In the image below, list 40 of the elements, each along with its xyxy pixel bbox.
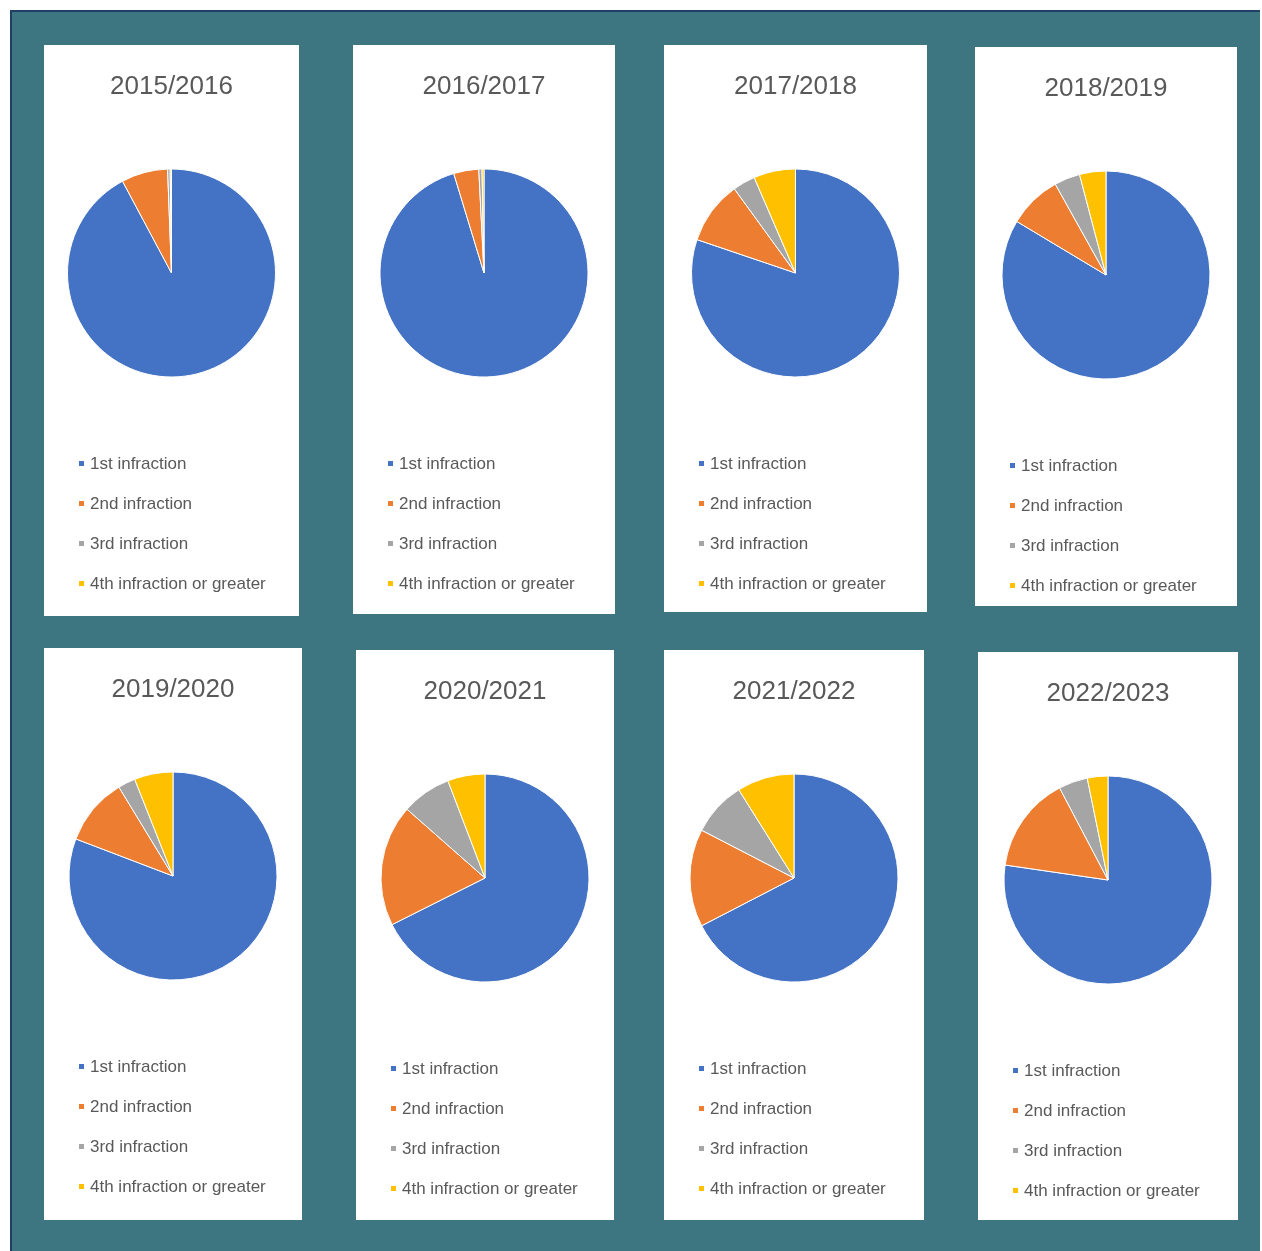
legend-label: 3rd infraction: [90, 1137, 189, 1156]
legend-label: 1st infraction: [1021, 456, 1118, 475]
legend-label: 4th infraction or greater: [399, 574, 576, 593]
chart-title: 2018/2019: [1044, 72, 1168, 102]
legend-label: 3rd infraction: [402, 1139, 501, 1158]
legend-label: 2nd infraction: [90, 1097, 193, 1116]
legend-label: 2nd infraction: [402, 1099, 505, 1118]
chart-title: 2015/2016: [110, 70, 233, 100]
legend-label: 4th infraction or greater: [90, 1177, 267, 1196]
legend-label: 3rd infraction: [710, 1139, 809, 1158]
legend-label: 2nd infraction: [710, 494, 813, 513]
legend-label: 4th infraction or greater: [710, 1179, 887, 1198]
chart-title: 2022/2023: [1046, 677, 1170, 707]
legend-label: 3rd infraction: [1024, 1141, 1123, 1160]
legend-label: 4th infraction or greater: [1024, 1181, 1201, 1200]
legend-label: 1st infraction: [90, 454, 187, 473]
legend-label: 1st infraction: [710, 454, 807, 473]
chart-title: 2019/2020: [111, 673, 235, 703]
legend-label: 3rd infraction: [710, 534, 809, 553]
legend-label: 3rd infraction: [399, 534, 498, 553]
chart-title: 2017/2018: [734, 70, 857, 100]
legend-label: 4th infraction or greater: [90, 574, 267, 593]
legend-label: 2nd infraction: [90, 494, 193, 513]
legend-label: 1st infraction: [710, 1059, 807, 1078]
chart-title: 2016/2017: [422, 70, 546, 100]
legend-label: 1st infraction: [399, 454, 496, 473]
legend-label: 4th infraction or greater: [710, 574, 887, 593]
legend-label: 1st infraction: [90, 1057, 187, 1076]
legend-label: 2nd infraction: [1021, 496, 1124, 515]
legend-label: 2nd infraction: [710, 1099, 813, 1118]
legend-label: 1st infraction: [1024, 1061, 1121, 1080]
chart-title: 2021/2022: [732, 675, 856, 705]
legend-label: 2nd infraction: [1024, 1101, 1127, 1120]
legend-label: 4th infraction or greater: [1021, 576, 1198, 595]
legend-label: 2nd infraction: [399, 494, 502, 513]
legend-label: 3rd infraction: [1021, 536, 1120, 555]
legend-label: 3rd infraction: [90, 534, 189, 553]
legend-label: 1st infraction: [402, 1059, 499, 1078]
legend-label: 4th infraction or greater: [402, 1179, 579, 1198]
chart-title: 2020/2021: [423, 675, 547, 705]
